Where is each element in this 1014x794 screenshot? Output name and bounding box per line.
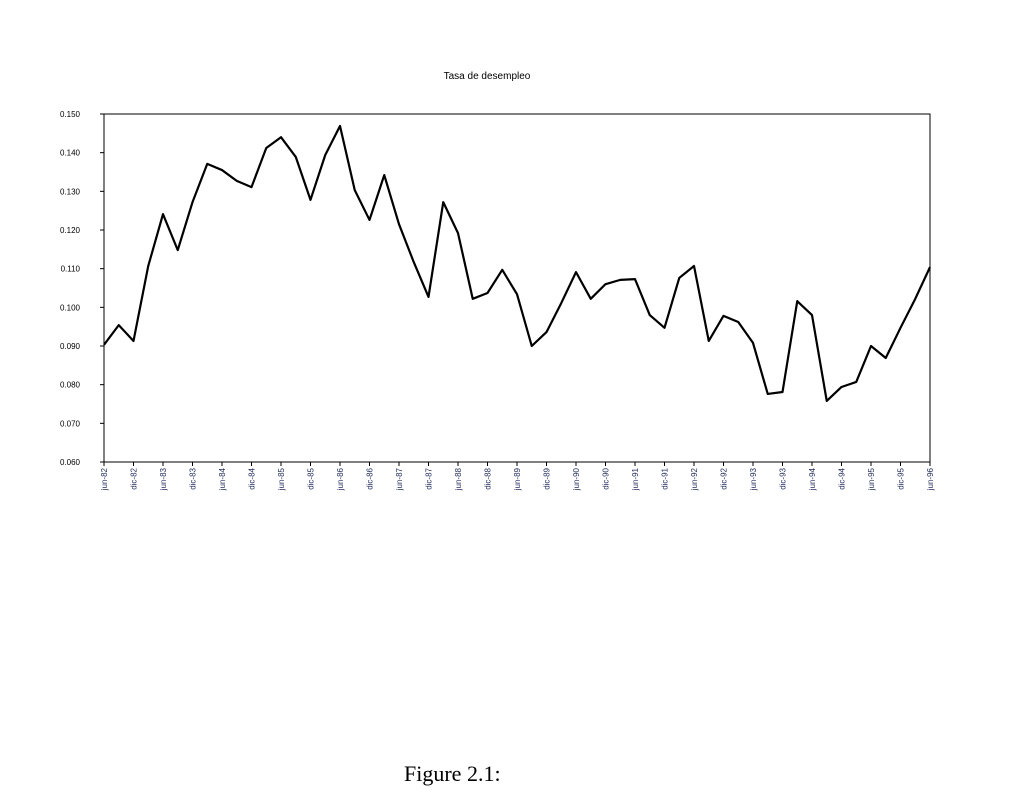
y-tick-label: 0.110 xyxy=(61,265,81,274)
x-tick-label: jun-94 xyxy=(808,467,817,491)
x-tick-label: dic-93 xyxy=(779,467,788,489)
y-tick-label: 0.150 xyxy=(60,110,81,119)
x-tick-label: jun-85 xyxy=(277,467,286,491)
y-tick-label: 0.120 xyxy=(60,226,81,235)
x-tick-label: dic-86 xyxy=(366,467,375,489)
x-tick-label: dic-82 xyxy=(130,467,139,489)
y-tick-label: 0.080 xyxy=(60,381,81,390)
x-tick-label: jun-93 xyxy=(749,467,758,491)
x-tick-label: dic-83 xyxy=(189,467,198,489)
y-tick-label: 0.090 xyxy=(60,342,81,351)
plot-frame xyxy=(103,113,931,463)
x-tick-label: dic-90 xyxy=(602,467,611,489)
y-tick-label: 0.060 xyxy=(60,458,81,467)
x-tick-label: dic-85 xyxy=(307,467,316,489)
x-tick-label: jun-92 xyxy=(690,467,699,491)
chart-title: Tasa de desempleo xyxy=(444,71,531,82)
x-tick-label: jun-90 xyxy=(572,467,581,491)
figure-caption: Figure 2.1: xyxy=(404,761,501,786)
y-tick-label: 0.100 xyxy=(60,303,81,312)
x-tick-label: jun-84 xyxy=(218,467,227,491)
x-tick-label: dic-87 xyxy=(425,467,434,489)
x-tick-label: jun-96 xyxy=(926,467,935,491)
x-tick-label: jun-95 xyxy=(867,467,876,491)
x-tick-label: jun-89 xyxy=(513,467,522,491)
x-tick-label: jun-86 xyxy=(336,467,345,491)
y-tick-label: 0.140 xyxy=(60,149,81,158)
x-tick-label: dic-88 xyxy=(484,467,493,489)
x-tick-label: jun-87 xyxy=(395,467,404,491)
x-tick-label: jun-82 xyxy=(100,467,109,491)
x-tick-label: jun-83 xyxy=(159,467,168,491)
x-tick-label: dic-91 xyxy=(661,467,670,489)
line-series xyxy=(103,124,931,403)
x-tick-label: jun-91 xyxy=(631,467,640,491)
y-tick-label: 0.130 xyxy=(60,187,81,196)
x-tick-label: dic-89 xyxy=(543,467,552,489)
y-tick-label: 0.070 xyxy=(60,419,81,428)
x-tick-label: dic-95 xyxy=(897,467,906,489)
x-tick-label: jun-88 xyxy=(454,467,463,491)
x-tick-label: dic-94 xyxy=(838,467,847,489)
x-tick-label: dic-84 xyxy=(248,467,257,489)
x-tick-label: dic-92 xyxy=(720,467,729,489)
